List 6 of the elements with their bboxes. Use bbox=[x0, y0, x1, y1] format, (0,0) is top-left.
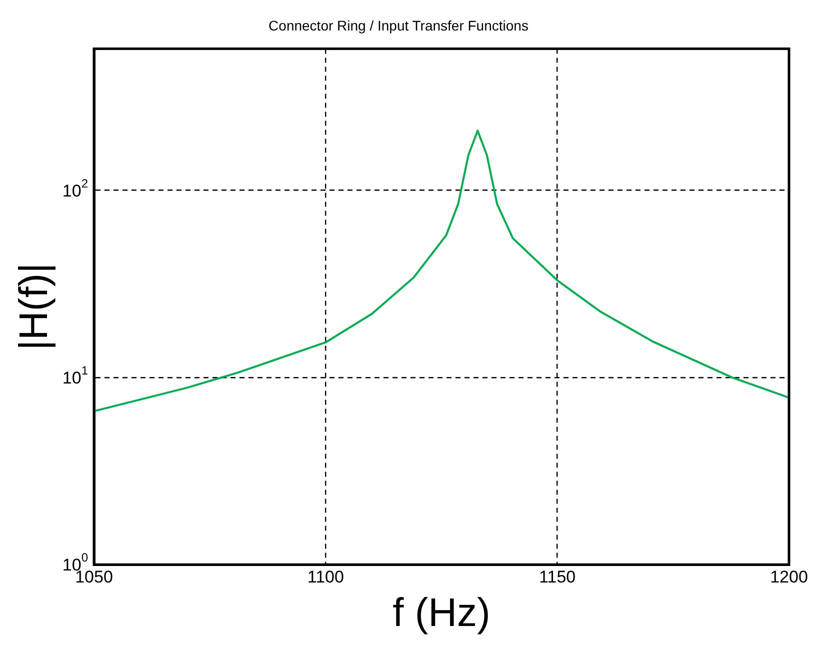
x-axis-title: f (Hz) bbox=[392, 591, 490, 636]
y-axis-title: |H(f)| bbox=[12, 262, 56, 350]
x-tick-label: 1150 bbox=[539, 567, 576, 586]
x-tick-label: 1200 bbox=[770, 567, 808, 586]
x-tick-label: 1100 bbox=[307, 567, 344, 586]
chart-title: Connector Ring / Input Transfer Functions bbox=[268, 17, 528, 34]
